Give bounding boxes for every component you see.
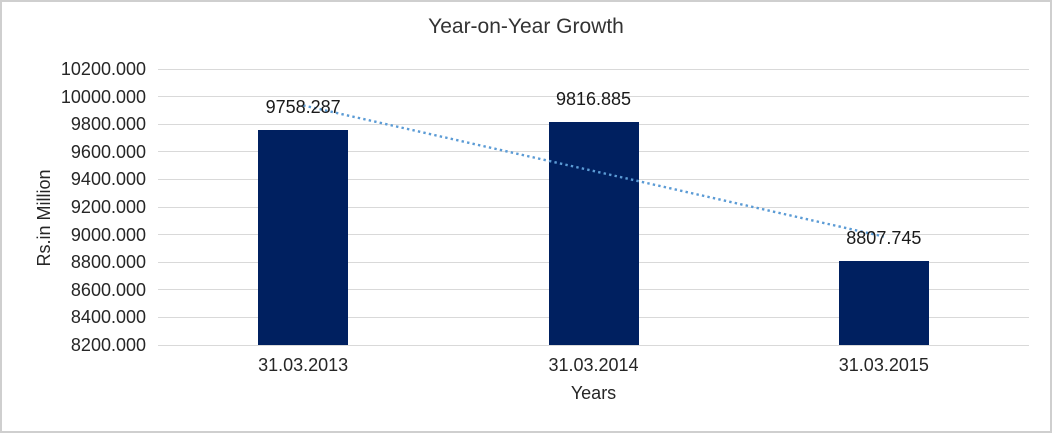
plot-area — [158, 68, 1029, 346]
bar — [548, 121, 639, 345]
y-tick-label: 10200.000 — [60, 59, 146, 79]
trendline-dotted-line — [302, 104, 885, 238]
gridline — [158, 344, 1029, 346]
y-tick-label: 9400.000 — [70, 169, 146, 190]
y-tick-label: 8400.000 — [70, 307, 146, 328]
y-tick-label: 9200.000 — [70, 197, 146, 217]
chart-title: Year-on-Year Growth — [428, 15, 624, 38]
gridline — [158, 68, 1029, 70]
x-tick-label: 31.03.2013 — [258, 355, 349, 375]
y-tick-label: 8800.000 — [70, 252, 146, 273]
x-tick-label: 31.03.2014 — [548, 355, 639, 375]
y-tick-label: 10000.000 — [60, 86, 146, 107]
x-axis-title: Years — [570, 383, 617, 403]
bar-data-label: 9758.287 — [265, 96, 341, 117]
bar — [838, 261, 929, 345]
bar — [258, 129, 349, 345]
x-tick-label: 31.03.2015 — [838, 355, 929, 375]
y-tick-label: 9600.000 — [70, 141, 146, 162]
bar-data-label: 9816.885 — [555, 88, 632, 109]
y-tick-label: 9800.000 — [70, 114, 146, 135]
trendline — [302, 104, 885, 238]
y-tick-label: 8600.000 — [70, 279, 146, 300]
bar-data-label: 8807.745 — [846, 228, 922, 249]
y-tick-label: 9000.000 — [70, 224, 146, 245]
gridline — [158, 96, 1029, 98]
y-tick-label: 8200.000 — [70, 335, 146, 355]
